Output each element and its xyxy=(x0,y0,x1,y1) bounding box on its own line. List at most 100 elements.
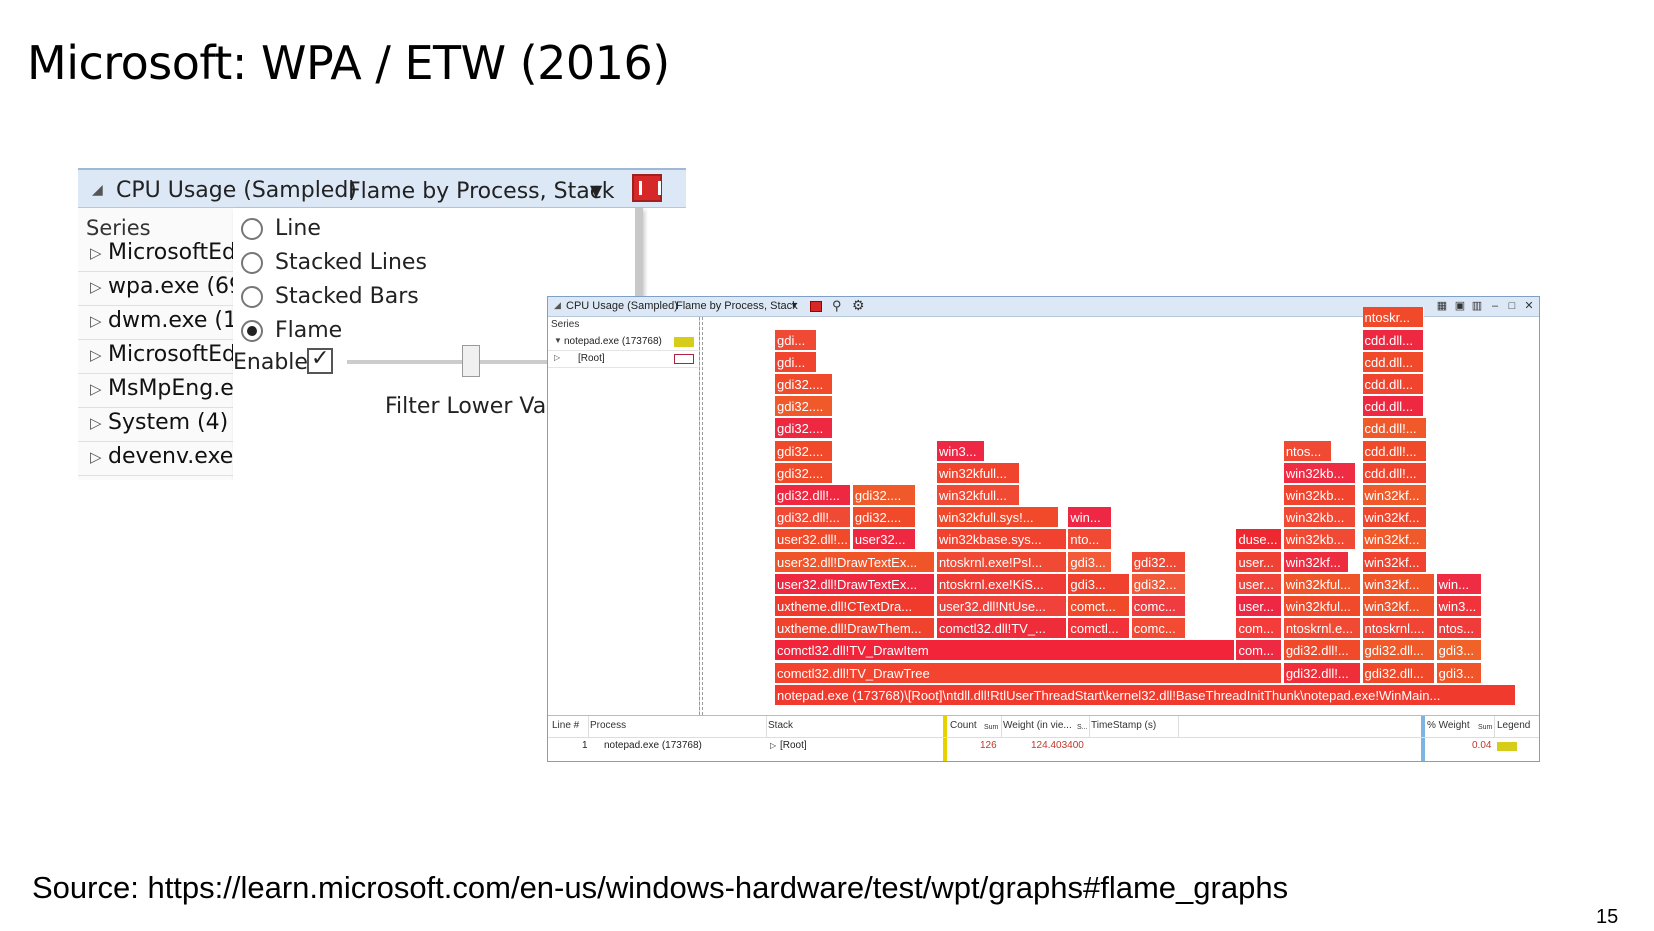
column-separator[interactable] xyxy=(1494,716,1495,738)
search-icon[interactable]: ⚲ xyxy=(832,298,842,313)
flame-frame[interactable]: gdi32... xyxy=(1131,551,1187,573)
flame-frame[interactable]: comctl32.dll!TV_... xyxy=(936,618,1067,640)
column-header-line[interactable]: Line # xyxy=(552,720,580,731)
flame-frame[interactable]: comctl32.dll!TV_DrawItem xyxy=(775,640,1235,662)
cell-stack[interactable]: [Root] xyxy=(780,740,807,751)
series-row[interactable]: ▷ MicrosoftEd( xyxy=(78,238,238,272)
chevron-down-icon[interactable]: ▼ xyxy=(790,300,799,310)
column-header-stack[interactable]: Stack xyxy=(768,720,794,731)
flame-frame[interactable]: gdi... xyxy=(775,329,818,351)
flame-frame[interactable]: user32.dll!... xyxy=(775,529,852,551)
flame-frame[interactable]: win32kf... xyxy=(1283,551,1349,573)
column-separator[interactable] xyxy=(588,716,589,738)
flame-frame[interactable]: gdi32.... xyxy=(775,374,834,395)
flame-frame[interactable]: notepad.exe (173768)\[Root]\ntdll.dll!Rt… xyxy=(775,684,1517,706)
flame-graph-icon[interactable] xyxy=(632,174,662,202)
flame-frame[interactable]: ntoskrnl.e... xyxy=(1283,618,1361,640)
filter-slider-thumb[interactable] xyxy=(462,345,480,377)
layout-icon[interactable]: ▦ xyxy=(1436,300,1448,312)
flame-frame[interactable]: win32kfull... xyxy=(936,485,1021,506)
flame-frame[interactable]: cdd.dll!... xyxy=(1362,418,1428,440)
column-header-pct-weight[interactable]: % Weight xyxy=(1427,720,1470,731)
cell-line[interactable]: 1 xyxy=(582,740,588,751)
flame-frame[interactable]: uxtheme.dll!CTextDra... xyxy=(775,596,936,617)
flame-frame[interactable]: comctl32.dll!TV_DrawTree xyxy=(775,662,1282,684)
flame-frame[interactable]: uxtheme.dll!DrawThem... xyxy=(775,618,936,640)
flame-frame[interactable]: win3... xyxy=(936,440,986,462)
flame-frame[interactable]: ntoskrnl.... xyxy=(1362,618,1436,640)
flame-frame[interactable]: win32kf... xyxy=(1362,507,1428,529)
flame-frame[interactable]: comctl... xyxy=(1068,618,1131,640)
flame-frame[interactable]: gdi32.... xyxy=(775,418,834,440)
column-separator[interactable] xyxy=(766,716,767,738)
series-row[interactable]: ▷ devenv.exe (6148) xyxy=(78,442,238,476)
expand-arrow-icon[interactable]: ▷ xyxy=(90,278,102,296)
expand-arrow-icon[interactable]: ▷ xyxy=(90,380,102,398)
maximize-icon[interactable]: □ xyxy=(1508,300,1516,312)
flame-frame[interactable]: win32kb... xyxy=(1283,485,1356,506)
flame-frame[interactable]: gdi32.dll... xyxy=(1362,662,1436,684)
series-row[interactable]: ▷ MicrosoftEd( xyxy=(78,340,238,374)
flame-frame[interactable]: cdd.dll... xyxy=(1362,374,1424,395)
expand-arrow-icon[interactable]: ▷ xyxy=(90,346,102,364)
flame-frame[interactable]: win32kbase.sys... xyxy=(936,529,1067,551)
flame-frame[interactable]: cdd.dll... xyxy=(1362,351,1424,373)
minimize-icon[interactable]: – xyxy=(1491,300,1499,312)
chart-only-icon[interactable]: ▣ xyxy=(1454,300,1466,312)
cell-weight[interactable]: 124.403400 xyxy=(1031,740,1084,751)
radio-button[interactable] xyxy=(241,252,263,274)
radio-button-selected[interactable] xyxy=(241,320,263,342)
flame-frame[interactable]: win32kfull.sys!... xyxy=(936,507,1060,529)
column-header-weight[interactable]: Weight (in vie... xyxy=(1003,720,1072,731)
column-header-timestamp[interactable]: TimeStamp (s) xyxy=(1091,720,1157,731)
series-row[interactable]: ▼ notepad.exe (173768) xyxy=(548,334,698,351)
series-row[interactable]: ▷ MsMpEng.ex xyxy=(78,374,238,408)
flame-frame[interactable]: gdi32.dll!... xyxy=(1283,662,1361,684)
flame-frame[interactable]: gdi32.... xyxy=(852,507,916,529)
flame-frame[interactable]: cdd.dll... xyxy=(1362,396,1424,418)
flame-frame[interactable]: win32kfull... xyxy=(936,462,1021,484)
flame-frame[interactable]: gdi3... xyxy=(1068,551,1112,573)
flame-frame[interactable]: gdi32.dll!... xyxy=(775,485,852,506)
series-row[interactable]: ▷ dwm.exe (12 xyxy=(78,306,238,340)
radio-button[interactable] xyxy=(241,286,263,308)
expand-arrow-icon[interactable]: ▷ xyxy=(90,244,102,262)
column-header-legend[interactable]: Legend xyxy=(1497,720,1531,731)
column-divider-bar[interactable] xyxy=(943,716,947,761)
expand-arrow-icon[interactable]: ▷ xyxy=(554,353,561,362)
flame-frame[interactable]: ntos... xyxy=(1436,618,1483,640)
flame-frame[interactable]: win... xyxy=(1436,573,1483,595)
series-row[interactable]: ▷ wpa.exe (694 xyxy=(78,272,238,306)
preset-dropdown[interactable]: Flame by Process, Stack xyxy=(348,179,615,204)
flame-frame[interactable]: cdd.dll!... xyxy=(1362,462,1428,484)
expand-arrow-icon[interactable]: ▷ xyxy=(770,741,777,750)
radio-button[interactable] xyxy=(241,218,263,240)
flame-frame[interactable]: user32.dll!NtUse... xyxy=(936,596,1067,617)
flame-frame[interactable]: gdi3... xyxy=(1436,662,1483,684)
flame-frame[interactable]: duse... xyxy=(1236,529,1283,551)
flame-frame[interactable]: gdi3... xyxy=(1436,640,1483,662)
expand-arrow-icon[interactable]: ▷ xyxy=(90,414,102,432)
cell-count[interactable]: 126 xyxy=(980,740,997,751)
flame-frame[interactable]: win32kful... xyxy=(1283,596,1361,617)
flame-frame[interactable]: win32kful... xyxy=(1283,573,1361,595)
flame-frame[interactable]: gdi... xyxy=(775,351,818,373)
flame-frame[interactable]: comct... xyxy=(1068,596,1131,617)
expanded-arrow-icon[interactable]: ▼ xyxy=(554,336,562,345)
flame-frame[interactable]: gdi32... xyxy=(1131,573,1187,595)
column-header-process[interactable]: Process xyxy=(590,720,627,731)
flame-frame[interactable]: comc... xyxy=(1131,618,1187,640)
flame-frame[interactable]: win32kb... xyxy=(1283,507,1356,529)
collapse-triangle-icon[interactable]: ◢ xyxy=(554,300,561,310)
flame-frame[interactable]: ntos... xyxy=(1283,440,1332,462)
flame-frame[interactable]: win32kb... xyxy=(1283,529,1356,551)
gear-icon[interactable]: ⚙ xyxy=(852,297,865,313)
flame-frame[interactable]: user32.dll!DrawTextEx... xyxy=(775,573,936,595)
flame-frame[interactable]: com... xyxy=(1236,640,1283,662)
flame-frame[interactable]: comc... xyxy=(1131,596,1187,617)
flame-frame[interactable]: ntoskrnl.exe!KiS... xyxy=(936,573,1067,595)
column-separator[interactable] xyxy=(1089,716,1090,738)
flame-frame[interactable]: ntoskrnl.exe!PsI... xyxy=(936,551,1067,573)
flame-frame[interactable]: gdi32.dll!... xyxy=(1283,640,1361,662)
chevron-down-icon[interactable]: ▼ xyxy=(590,181,603,200)
